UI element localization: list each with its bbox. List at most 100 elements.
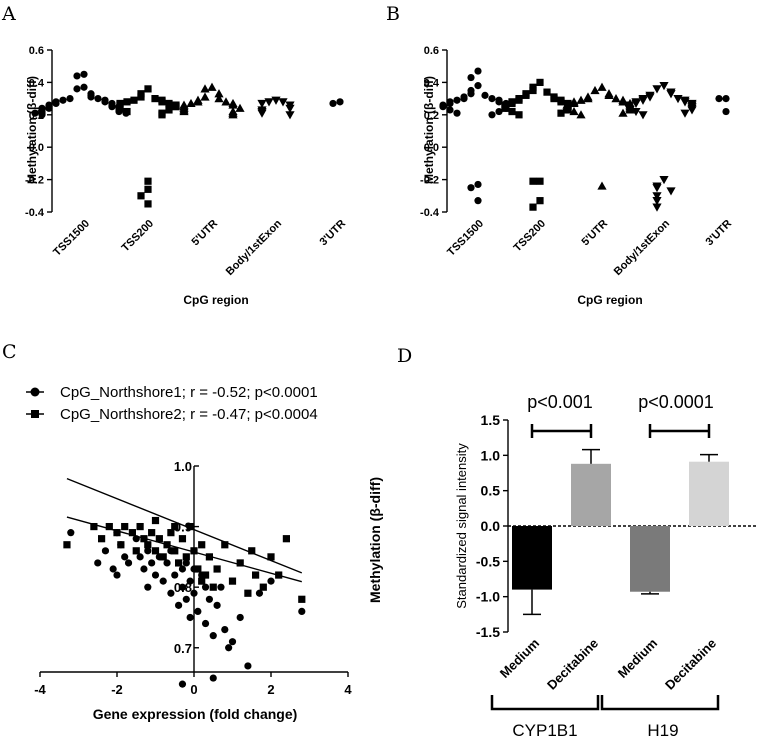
panel-d-ytick-label: 0.0	[481, 518, 501, 534]
panel-c-point	[198, 541, 206, 549]
panel-a-point	[31, 109, 39, 117]
panel-b-point	[467, 90, 475, 98]
panel-b-point	[522, 91, 530, 99]
panel-b-point	[446, 106, 454, 114]
panel-c-point	[136, 522, 144, 531]
panel-c-point	[194, 565, 202, 573]
panel-c-point	[171, 571, 179, 579]
panel-c-point	[144, 547, 152, 555]
panel-b-xlabel: CpG region	[577, 293, 642, 307]
panel-c-point	[298, 595, 306, 603]
panel-c-fit-line	[66, 516, 302, 583]
panel-b-point	[652, 197, 662, 206]
panel-a-point	[137, 93, 145, 101]
panel-a-point	[172, 103, 180, 111]
panel-a-point	[257, 109, 267, 118]
panel-c-point	[248, 547, 256, 555]
panel-a-chart: Methylation (β-diff) CpG region 0.6 0.4 0.…	[25, 45, 348, 307]
panel-a-point	[108, 103, 116, 111]
panel-d-ytick-label: -0.5	[476, 553, 500, 569]
panel-c-point	[151, 547, 160, 555]
panel-a-point	[271, 96, 281, 105]
panel-b-point	[529, 177, 537, 185]
panel-b-point	[722, 107, 730, 116]
panel-a-xtick-label: Body/1stExon	[224, 217, 285, 278]
panel-a-point	[158, 111, 166, 119]
panel-b-point	[659, 82, 669, 91]
panel-letter-b: B	[386, 3, 400, 25]
panel-a-point	[94, 95, 102, 103]
panel-c-point	[190, 589, 198, 597]
panel-c-point	[225, 644, 233, 652]
group-label-cyp1b1: CYP1B1	[512, 721, 577, 740]
panel-b-point	[638, 96, 648, 105]
p-value-cyp1b1: p<0.001	[527, 392, 593, 412]
panel-c-xtick-label: -4	[34, 682, 46, 697]
panel-a-point	[66, 95, 74, 103]
panel-d-ytick-label: 1.0	[481, 447, 501, 463]
panel-c-point	[105, 522, 113, 531]
panel-a-point	[158, 98, 166, 106]
panel-b-point	[652, 85, 662, 94]
panel-b-xtick-label: TSS200	[512, 218, 549, 255]
panel-a-point	[137, 192, 145, 200]
panel-b-point	[666, 187, 676, 196]
panel-c-point	[201, 619, 210, 628]
panel-b-point	[446, 99, 454, 108]
panel-b-point	[474, 180, 482, 189]
panel-a-point	[235, 103, 245, 112]
panel-d-ytick-label: 0.5	[481, 483, 501, 499]
panel-a-point	[336, 98, 344, 106]
panel-a-ytick-label: 0.6	[29, 45, 44, 57]
panel-b-point	[624, 104, 634, 113]
panel-a-point	[87, 93, 95, 101]
panel-c-point	[186, 522, 194, 531]
panel-a-point	[228, 100, 238, 109]
panel-b-point	[618, 108, 628, 117]
panel-c-point	[221, 541, 229, 549]
panel-a-point	[130, 96, 138, 104]
panel-b-point	[467, 73, 475, 82]
panel-c-xlabel: Gene expression (fold change)	[93, 706, 298, 722]
panel-b-point	[467, 184, 475, 192]
panel-a-xtick-label: 5'UTR	[189, 218, 220, 249]
panel-b-point	[680, 98, 690, 107]
panel-b-point	[631, 107, 641, 117]
panel-c-point	[178, 535, 187, 543]
panel-b-point	[550, 95, 558, 103]
panel-c-ytick-label: 1.0	[174, 459, 192, 474]
panel-c-point	[67, 529, 75, 537]
panel-c-point	[198, 577, 206, 585]
panel-b-point	[576, 95, 586, 104]
panel-b-point	[583, 94, 593, 103]
panel-b-point	[673, 95, 683, 104]
panel-c-point	[175, 559, 183, 567]
panel-a-point	[144, 185, 152, 193]
panel-c-point	[267, 553, 275, 561]
panel-b-point	[529, 86, 537, 95]
panel-b-point	[645, 93, 655, 102]
panel-c-point	[282, 535, 290, 543]
panel-b-point	[562, 103, 572, 112]
panel-b-point	[439, 103, 447, 111]
panel-d-category-label: Medium	[497, 636, 542, 681]
panel-a-point	[214, 94, 224, 103]
panel-c-point	[148, 529, 156, 537]
panel-a-point	[193, 97, 203, 106]
panel-a-point	[221, 97, 231, 106]
panel-b-point	[515, 111, 523, 119]
panel-c-point	[236, 613, 244, 622]
panel-c-point	[217, 583, 225, 591]
panel-a-point	[101, 98, 109, 106]
panel-b-point	[590, 85, 600, 95]
panel-b-point	[515, 96, 523, 104]
panel-d-ytick-label: 1.5	[481, 412, 501, 428]
panel-c-xtick-label: 0	[190, 682, 197, 697]
panel-a-ytick-label: 0.4	[29, 77, 45, 89]
panel-b-point	[474, 82, 482, 90]
panel-a-point	[80, 70, 88, 78]
panel-c-point	[259, 583, 267, 591]
legend-entry-1: CpG_Northshore1; r = -0.52; p<0.0001	[26, 384, 318, 401]
panel-c-point	[101, 547, 110, 555]
panel-b-point	[569, 106, 579, 116]
